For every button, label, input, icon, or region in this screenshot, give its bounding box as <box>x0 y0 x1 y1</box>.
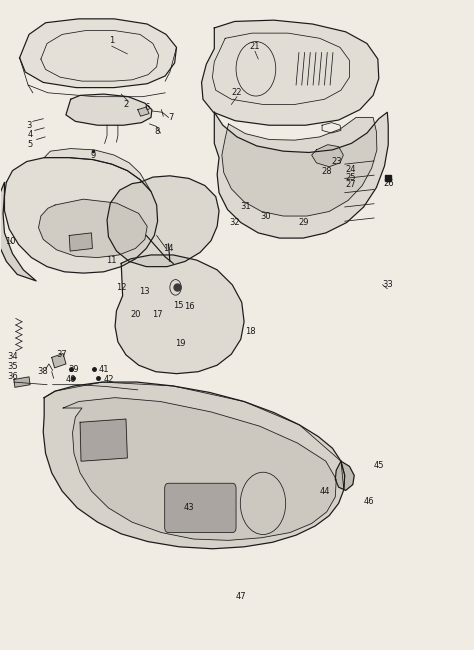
Text: 23: 23 <box>331 157 342 166</box>
Polygon shape <box>115 255 244 374</box>
Text: 9: 9 <box>90 151 95 159</box>
FancyBboxPatch shape <box>164 483 236 532</box>
Polygon shape <box>138 107 149 116</box>
Text: 2: 2 <box>123 100 128 109</box>
Polygon shape <box>43 382 345 549</box>
Text: 11: 11 <box>107 255 117 265</box>
Text: 42: 42 <box>103 375 114 384</box>
Polygon shape <box>335 462 354 490</box>
Text: 3: 3 <box>27 121 32 130</box>
Text: 33: 33 <box>382 280 392 289</box>
Text: 21: 21 <box>250 42 260 51</box>
Polygon shape <box>107 176 219 266</box>
Polygon shape <box>52 354 66 368</box>
Polygon shape <box>214 112 388 238</box>
Text: 17: 17 <box>152 310 163 319</box>
Text: 5: 5 <box>27 140 33 150</box>
Text: 27: 27 <box>345 181 356 189</box>
Text: 32: 32 <box>229 218 240 227</box>
Text: 7: 7 <box>168 113 173 122</box>
Text: 47: 47 <box>236 592 246 601</box>
Text: 40: 40 <box>65 375 76 384</box>
Text: 8: 8 <box>154 127 159 136</box>
Polygon shape <box>4 158 157 273</box>
Text: 26: 26 <box>383 179 393 188</box>
Text: 20: 20 <box>130 310 141 319</box>
Text: 24: 24 <box>345 165 356 174</box>
Text: 37: 37 <box>57 350 67 359</box>
Text: 43: 43 <box>183 503 194 512</box>
Polygon shape <box>19 19 176 88</box>
Text: 19: 19 <box>175 339 185 348</box>
Polygon shape <box>312 145 343 167</box>
Text: 14: 14 <box>163 244 174 253</box>
Polygon shape <box>14 377 30 387</box>
Polygon shape <box>201 20 379 125</box>
Text: 35: 35 <box>7 362 18 371</box>
Text: 12: 12 <box>116 283 127 292</box>
Text: 34: 34 <box>7 352 18 361</box>
Text: 39: 39 <box>69 365 79 374</box>
Text: 36: 36 <box>7 372 18 382</box>
Polygon shape <box>66 94 152 125</box>
Text: 16: 16 <box>184 302 195 311</box>
Polygon shape <box>63 398 336 540</box>
Text: 6: 6 <box>145 103 150 112</box>
Text: 45: 45 <box>374 461 384 469</box>
Text: 18: 18 <box>245 327 255 336</box>
Polygon shape <box>38 199 147 257</box>
Polygon shape <box>80 419 128 461</box>
Text: 25: 25 <box>345 173 356 181</box>
Text: 10: 10 <box>5 237 15 246</box>
Text: 41: 41 <box>99 365 109 374</box>
Text: 31: 31 <box>240 202 251 211</box>
Text: 28: 28 <box>321 168 332 176</box>
Text: 22: 22 <box>232 88 242 98</box>
Polygon shape <box>69 233 92 251</box>
Polygon shape <box>0 182 36 281</box>
Text: 1: 1 <box>109 36 114 46</box>
Text: 46: 46 <box>364 497 374 506</box>
Text: 44: 44 <box>319 487 330 495</box>
Text: 4: 4 <box>27 131 33 140</box>
Text: 13: 13 <box>139 287 150 296</box>
Text: 30: 30 <box>260 211 271 220</box>
Polygon shape <box>44 149 151 191</box>
Text: 15: 15 <box>173 301 183 310</box>
Polygon shape <box>222 118 377 216</box>
Text: 29: 29 <box>298 218 309 227</box>
Text: 38: 38 <box>37 367 48 376</box>
